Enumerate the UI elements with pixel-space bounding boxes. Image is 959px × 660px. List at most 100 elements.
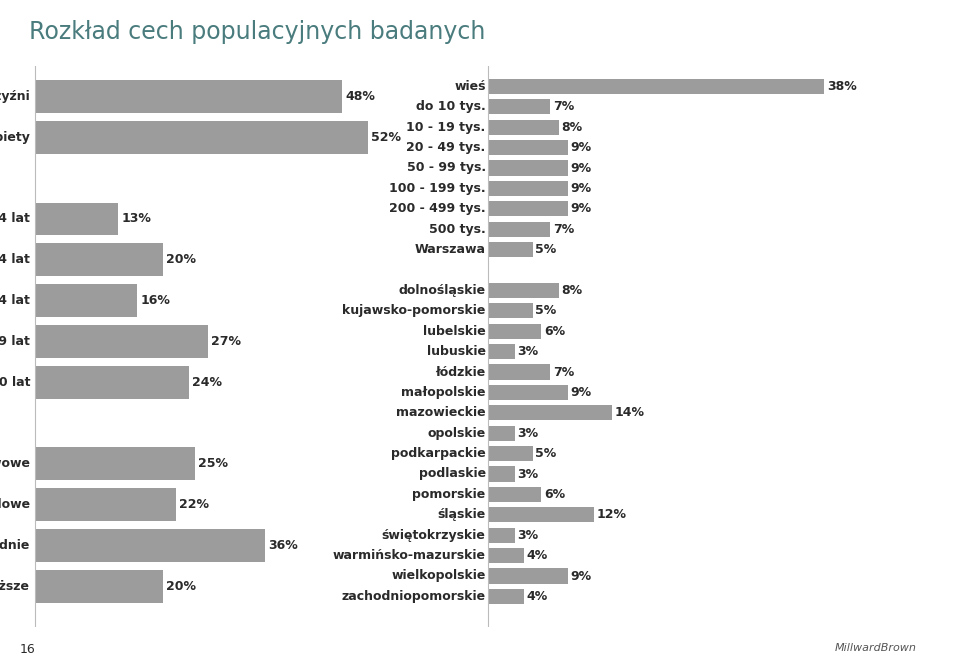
Text: 16: 16 [19,644,35,657]
Bar [488,385,568,400]
Text: 9%: 9% [571,162,592,174]
Text: 12%: 12% [597,508,627,521]
Text: 9%: 9% [571,141,592,154]
Text: 10 - 19 tys.: 10 - 19 tys. [407,121,485,134]
Text: 5%: 5% [535,243,556,256]
Text: 3%: 3% [518,529,539,542]
Bar [488,527,515,543]
Bar [488,201,568,216]
Text: opolskie: opolskie [428,427,485,440]
Bar [35,529,266,562]
Bar [35,570,163,603]
Text: 9%: 9% [571,386,592,399]
Bar [488,507,595,523]
Text: 35 do 44 lat: 35 do 44 lat [0,294,30,307]
Text: 5%: 5% [535,304,556,317]
Text: 5%: 5% [535,447,556,460]
Text: 16%: 16% [141,294,171,307]
Bar [35,488,175,521]
Text: 3%: 3% [518,467,539,480]
Text: mazowieckie: mazowieckie [396,407,485,419]
Bar [35,121,367,154]
Text: świętokrzyskie: świętokrzyskie [382,529,485,542]
Text: 3%: 3% [518,427,539,440]
Text: podlaskie: podlaskie [418,467,485,480]
Bar [488,119,559,135]
Text: 4%: 4% [526,549,548,562]
Text: 9%: 9% [571,203,592,215]
Bar [488,344,515,359]
Text: warmińsko-mazurskie: warmińsko-mazurskie [333,549,485,562]
Bar [35,325,208,358]
Text: 500 tys.: 500 tys. [429,222,485,236]
Text: MillwardBrown: MillwardBrown [834,644,916,653]
Text: powyżej 60 lat: powyżej 60 lat [0,376,30,389]
Bar [35,447,195,480]
Text: 7%: 7% [552,222,574,236]
Text: Rozkład cech populacyjnych badanych: Rozkład cech populacyjnych badanych [29,20,485,44]
Bar [488,487,542,502]
Text: 3%: 3% [518,345,539,358]
Text: śląskie: śląskie [437,508,485,521]
Text: 200 - 499 tys.: 200 - 499 tys. [389,203,485,215]
Text: wielkopolskie: wielkopolskie [391,570,485,583]
Text: 38%: 38% [827,80,856,93]
Text: zasadnicze zawodowe: zasadnicze zawodowe [0,498,30,511]
Text: 20%: 20% [166,579,197,593]
Bar [488,548,524,563]
Text: 6%: 6% [544,325,565,338]
Bar [35,366,189,399]
Text: 22%: 22% [179,498,209,511]
Text: 25%: 25% [199,457,228,471]
Bar [488,589,524,604]
Bar [488,140,568,155]
Bar [488,364,550,380]
Bar [488,323,542,339]
Text: podkarpackie: podkarpackie [391,447,485,460]
Text: 14%: 14% [615,407,644,419]
Bar [488,282,559,298]
Text: podstawowe: podstawowe [0,457,30,471]
Text: 7%: 7% [552,100,574,114]
Text: 7%: 7% [552,366,574,378]
Text: lubuskie: lubuskie [427,345,485,358]
Text: 8%: 8% [562,284,583,297]
Bar [35,284,137,317]
Text: kobiety: kobiety [0,131,30,144]
Text: mężczyźni: mężczyźni [0,90,30,103]
Text: do 10 tys.: do 10 tys. [416,100,485,114]
Text: zachodniopomorskie: zachodniopomorskie [341,590,485,603]
Bar [488,303,532,319]
Text: 9%: 9% [571,182,592,195]
Text: 6%: 6% [544,488,565,501]
Bar [488,160,568,176]
Text: 18 do 24 lat: 18 do 24 lat [0,213,30,226]
Bar [35,203,118,236]
Bar [488,99,550,114]
Text: dolnośląskie: dolnośląskie [399,284,485,297]
Text: 24%: 24% [192,376,222,389]
Text: wyższe: wyższe [0,579,30,593]
Bar [488,79,824,94]
Bar [488,181,568,196]
Text: 20 - 49 tys.: 20 - 49 tys. [407,141,485,154]
Text: 48%: 48% [345,90,375,103]
Bar [35,244,163,276]
Bar [488,446,532,461]
Text: 36%: 36% [269,539,298,552]
Text: 100 - 199 tys.: 100 - 199 tys. [389,182,485,195]
Text: 8%: 8% [562,121,583,134]
Bar [488,467,515,482]
Text: 20%: 20% [166,253,197,266]
Text: średnie: średnie [0,539,30,552]
Bar [488,426,515,441]
Bar [488,222,550,237]
Text: 50 - 99 tys.: 50 - 99 tys. [407,162,485,174]
Text: lubelskie: lubelskie [423,325,485,338]
Text: 25 do 34 lat: 25 do 34 lat [0,253,30,266]
Text: 13%: 13% [122,213,152,226]
Text: 45 do 59 lat: 45 do 59 lat [0,335,30,348]
Bar [488,242,532,257]
Text: 27%: 27% [211,335,241,348]
Text: 9%: 9% [571,570,592,583]
